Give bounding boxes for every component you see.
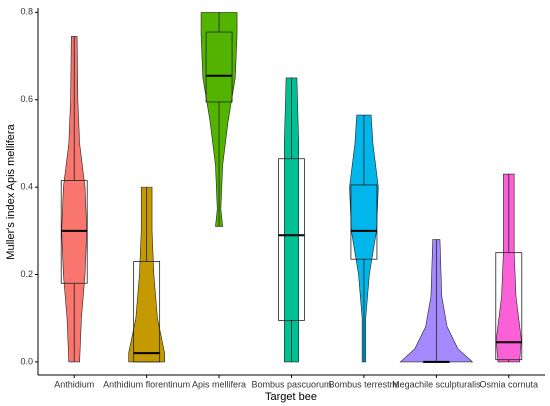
box — [278, 158, 305, 321]
violin — [284, 77, 299, 363]
box — [60, 180, 88, 284]
y-tick-label: 0.2 — [20, 269, 33, 279]
x-tick-label: Apis mellifera — [192, 379, 246, 389]
violin — [349, 114, 379, 363]
violin — [61, 36, 88, 363]
x-tick-label: Anthidium florentinum — [103, 379, 190, 389]
y-tick-label: 0.4 — [20, 182, 33, 192]
y-axis-title: Muller's index Apis mellifera — [5, 123, 17, 259]
box — [350, 184, 378, 260]
x-tick-label: Megachile sculpturalis — [392, 379, 481, 389]
x-axis-title: Target bee — [265, 391, 317, 403]
violin — [495, 173, 522, 363]
x-tick-label: Bombus pascuorum — [251, 379, 331, 389]
y-tick-label: 0.0 — [20, 356, 33, 366]
box — [133, 261, 161, 363]
x-tick-label: Osmia cornuta — [480, 379, 539, 389]
x-tick-label: Bombus terrestris — [329, 379, 400, 389]
x-tick-label: Anthidium — [54, 379, 94, 389]
y-tick-label: 0.6 — [20, 94, 33, 104]
violin — [128, 186, 165, 363]
box — [495, 252, 523, 361]
y-tick-label: 0.8 — [20, 7, 33, 17]
box — [205, 31, 233, 103]
